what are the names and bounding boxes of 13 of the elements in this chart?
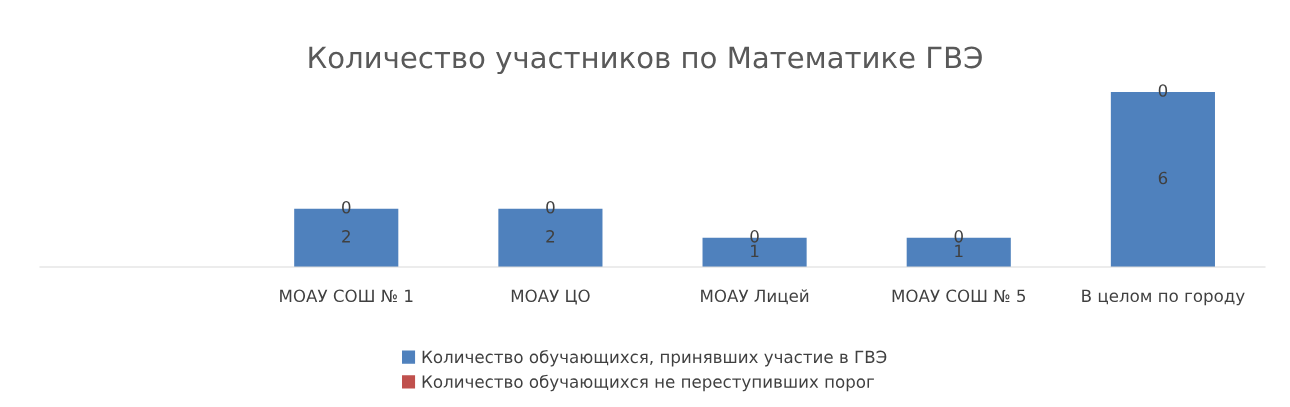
- data-label: 2: [342, 230, 350, 243]
- x-tick-label: МОАУ Лицей: [701, 289, 809, 305]
- data-label: 1: [751, 244, 759, 258]
- legend-label: Количество обучающихся, принявших участие в ГВЭ: [422, 350, 887, 367]
- data-label: 1: [955, 244, 963, 258]
- legend-label: Количество обучающихся не переступивших порог: [422, 374, 874, 392]
- chart-title: Количество участников по Математике ГВЭ: [309, 46, 982, 75]
- x-tick-label: В целом по городу: [1082, 289, 1245, 306]
- x-tick-label: МОАУ СОШ № 5: [892, 289, 1026, 303]
- x-tick-label: МОАУ СОШ № 1: [280, 289, 413, 303]
- data-label: 2: [546, 230, 555, 243]
- data-label: 6: [1158, 171, 1168, 185]
- x-tick-label: МОАУ ЦО: [511, 289, 590, 305]
